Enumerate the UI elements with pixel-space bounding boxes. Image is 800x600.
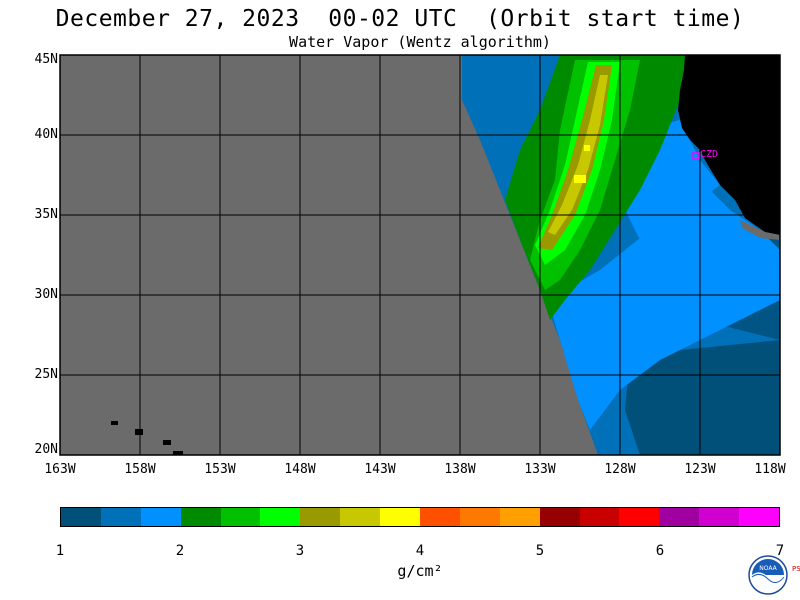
lat-label-25n: 25N xyxy=(34,367,58,382)
swath-mid-vapor xyxy=(548,180,780,430)
colorbar-tick-6: 6 xyxy=(655,543,665,559)
gridlines xyxy=(60,55,780,455)
map-frame xyxy=(59,54,781,456)
moisture-plume-peak xyxy=(574,175,586,183)
lat-label-40n: 40N xyxy=(34,127,58,142)
svg-text:NOAA: NOAA xyxy=(759,565,777,572)
lon-label-133w: 133W xyxy=(524,462,556,477)
colorbar-tick-2: 2 xyxy=(175,543,185,559)
colorbar-segment xyxy=(140,508,181,526)
swath-darker-patch xyxy=(625,340,780,455)
lon-label-138w: 138W xyxy=(444,462,476,477)
colorbar-unit: g/cm² xyxy=(397,562,443,580)
lat-label-45n: 45N xyxy=(34,52,58,67)
north-america-land xyxy=(678,55,780,235)
lon-label-143w: 143W xyxy=(364,462,396,477)
colorbar-segment xyxy=(739,508,780,526)
colorbar-tick-4: 4 xyxy=(415,543,425,559)
lon-label-163w: 163W xyxy=(44,462,76,477)
station-marker xyxy=(692,152,700,160)
colorbar-segment xyxy=(579,508,620,526)
moisture-plume-peak-north xyxy=(584,145,590,151)
colorbar-segment xyxy=(420,508,460,526)
hawaii-island-big xyxy=(173,451,183,455)
colorbar-segment xyxy=(619,508,660,526)
hawaii-island-maui xyxy=(163,440,171,445)
lat-label-20n: 20N xyxy=(34,442,58,457)
colorbar-segment xyxy=(300,508,341,526)
colorbar-segment xyxy=(220,508,261,526)
noaa-logo-icon: NOAA xyxy=(748,555,788,595)
colorbar-tick-5: 5 xyxy=(535,543,545,559)
colorbar-tick-7: 7 xyxy=(775,543,785,559)
colorbar-segment xyxy=(499,508,540,526)
colorbar-segment xyxy=(699,508,740,526)
lon-label-123w: 123W xyxy=(684,462,716,477)
colorbar-segment xyxy=(659,508,700,526)
lon-label-153w: 153W xyxy=(204,462,236,477)
colorbar xyxy=(60,507,780,527)
lon-label-148w: 148W xyxy=(284,462,316,477)
colorbar-segment xyxy=(459,508,500,526)
colorbar-segment xyxy=(539,508,580,526)
map-title: December 27, 2023 00-02 UTC (Orbit start… xyxy=(55,6,745,32)
station-label: CZD xyxy=(700,149,718,160)
hawaii-island-oahu xyxy=(135,429,143,435)
psl-badge: PSL xyxy=(792,565,800,573)
lat-label-30n: 30N xyxy=(34,287,58,302)
colorbar-segment xyxy=(61,508,101,526)
moisture-plume-yellow xyxy=(548,75,608,235)
colorbar-segment xyxy=(380,508,421,526)
lon-label-158w: 158W xyxy=(124,462,156,477)
map-subtitle: Water Vapor (Wentz algorithm) xyxy=(289,33,551,51)
coastal-no-data xyxy=(740,220,780,240)
hawaii-island-kauai xyxy=(111,421,118,425)
colorbar-segment xyxy=(100,508,141,526)
lon-label-128w: 128W xyxy=(604,462,636,477)
colorbar-tick-1: 1 xyxy=(55,543,65,559)
lon-label-118w: 118W xyxy=(754,462,786,477)
colorbar-segment xyxy=(260,508,301,526)
colorbar-tick-3: 3 xyxy=(295,543,305,559)
lat-label-35n: 35N xyxy=(34,207,58,222)
colorbar-segment xyxy=(340,508,381,526)
colorbar-segment xyxy=(180,508,221,526)
